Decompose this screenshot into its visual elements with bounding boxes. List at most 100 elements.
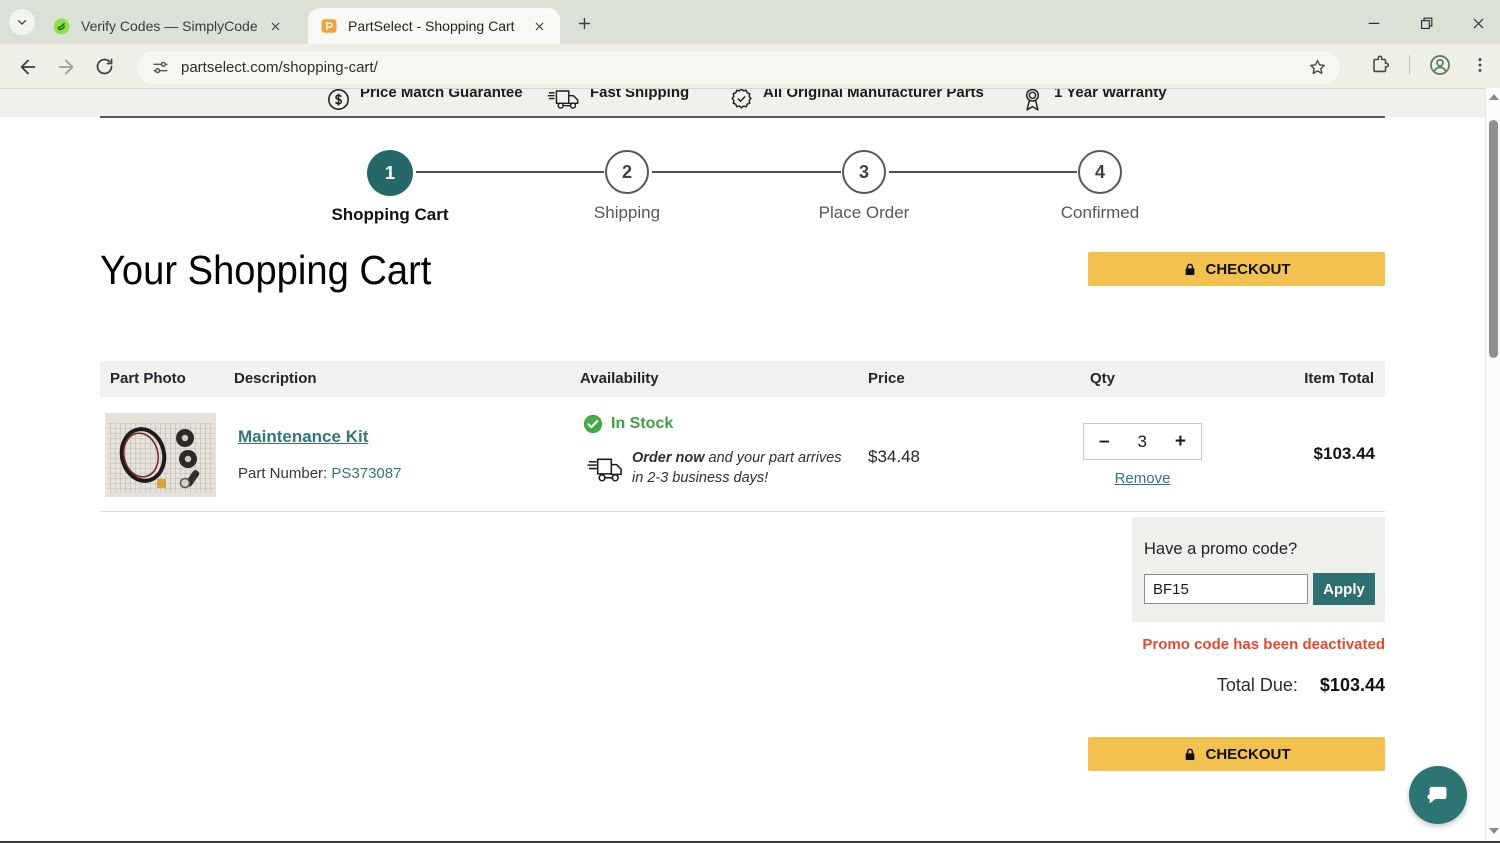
stepper-connector <box>652 171 841 173</box>
shipping-note-bold: Order now <box>632 450 705 466</box>
forward-button[interactable] <box>55 56 77 78</box>
total-due-value: $103.44 <box>1319 675 1385 695</box>
window-bottom-edge <box>0 841 1500 843</box>
part-number-link[interactable]: PS373087 <box>331 465 402 482</box>
simplycodes-favicon-icon <box>52 17 71 36</box>
chat-widget-button[interactable] <box>1409 766 1467 824</box>
col-item-total: Item Total <box>1304 370 1374 387</box>
restore-window-button[interactable] <box>1412 9 1440 37</box>
remove-item-link[interactable]: Remove <box>1114 470 1171 487</box>
step-label: Shopping Cart <box>331 205 449 224</box>
benefit-label: 1 Year Warranty <box>1054 89 1167 101</box>
url-text[interactable]: partselect.com/shopping-cart/ <box>181 59 378 76</box>
col-part-photo: Part Photo <box>110 370 186 387</box>
qty-value[interactable]: 3 <box>1137 431 1147 451</box>
step-shipping: 2 Shipping <box>542 150 712 223</box>
award-ribbon-icon <box>1020 89 1045 112</box>
window-controls <box>1360 8 1492 38</box>
col-qty: Qty <box>1090 370 1116 387</box>
chat-bubble-icon <box>1425 782 1451 808</box>
benefits-divider <box>100 116 1385 118</box>
stepper-connector <box>889 171 1077 173</box>
benefit-label: All Original Manufacturer Parts <box>763 89 984 101</box>
shipping-note: Order now and your part arrives in 2-3 b… <box>632 448 847 488</box>
new-tab-button[interactable] <box>572 11 596 35</box>
tab-close-icon[interactable] <box>530 17 548 35</box>
benefit-label: Fast Shipping <box>590 89 690 101</box>
step-place-order: 3 Place Order <box>779 150 949 223</box>
shipping-note-rest: and your part arrives <box>704 450 842 466</box>
step-number: 2 <box>605 150 649 194</box>
tab-close-icon[interactable] <box>267 17 284 35</box>
col-price: Price <box>868 370 905 387</box>
step-label: Place Order <box>818 203 910 222</box>
benefit-oem-parts: All Original Manufacturer Parts <box>729 89 984 112</box>
benefit-warranty: 1 Year Warranty <box>1020 89 1167 112</box>
tab-simplycodes[interactable]: Verify Codes — SimplyCodes <box>40 8 296 44</box>
truck-icon <box>547 89 581 112</box>
qty-increase-button[interactable]: + <box>1174 431 1186 452</box>
qty-decrease-button[interactable]: – <box>1099 431 1110 452</box>
step-shopping-cart: 1 Shopping Cart <box>305 150 475 225</box>
scrollbar-thumb[interactable] <box>1489 120 1498 358</box>
scroll-up-arrow-icon[interactable] <box>1489 94 1499 100</box>
minimize-button[interactable] <box>1360 9 1388 37</box>
shipping-truck-icon <box>586 455 623 486</box>
quantity-stepper: – 3 + <box>1083 423 1202 460</box>
tab-search-chevron-button[interactable] <box>9 9 35 35</box>
check-circle-icon <box>583 414 603 434</box>
step-label: Confirmed <box>1060 203 1140 222</box>
tab-title: Verify Codes — SimplyCodes <box>81 18 257 34</box>
toolbar-separator <box>1409 55 1410 75</box>
tab-partselect[interactable]: PartSelect - Shopping Cart <box>308 8 560 44</box>
close-window-button[interactable] <box>1464 9 1492 37</box>
back-button[interactable] <box>17 56 39 78</box>
product-name-link[interactable]: Maintenance Kit <box>238 427 369 446</box>
reload-button[interactable] <box>94 56 116 78</box>
address-bar[interactable]: partselect.com/shopping-cart/ <box>137 51 1340 84</box>
row-divider <box>100 511 1385 512</box>
promo-apply-button[interactable]: Apply <box>1313 573 1375 605</box>
lock-icon <box>1183 747 1197 762</box>
part-number-line: Part Number: PS373087 <box>238 465 401 482</box>
col-description: Description <box>234 370 317 387</box>
stepper-connector <box>416 171 604 173</box>
extensions-icon[interactable] <box>1369 54 1391 76</box>
shipping-note-line2: in 2-3 business days! <box>632 470 769 486</box>
total-due-label: Total Due: <box>1216 675 1298 695</box>
benefit-fast-shipping: Fast Shipping <box>547 89 689 112</box>
stock-status: In Stock <box>583 414 673 434</box>
tab-strip: Verify Codes — SimplyCodes PartSelect - … <box>0 0 1500 44</box>
promo-code-input[interactable] <box>1144 574 1308 604</box>
checkout-label: CHECKOUT <box>1205 745 1291 763</box>
step-confirmed: 4 Confirmed <box>1015 150 1185 223</box>
bookmark-star-icon[interactable] <box>1307 57 1328 78</box>
unit-price: $34.48 <box>868 447 920 466</box>
cart-table-header: Part Photo Description Availability Pric… <box>100 361 1385 397</box>
page-title: Your Shopping Cart <box>100 247 432 293</box>
total-due-row: Total Due: $103.44 <box>985 675 1385 696</box>
product-photo[interactable] <box>105 413 216 497</box>
site-info-icon[interactable] <box>151 58 170 77</box>
lock-icon <box>1183 262 1197 277</box>
step-number: 1 <box>367 150 413 196</box>
toolbar-right-icons <box>1369 53 1490 77</box>
scrollbar[interactable] <box>1485 88 1500 840</box>
step-number: 3 <box>842 150 886 194</box>
browser-menu-icon[interactable] <box>1470 55 1490 75</box>
partselect-favicon-icon <box>320 17 338 35</box>
benefit-price-match: Price Match Guarantee <box>326 89 523 112</box>
dollar-circle-icon <box>326 89 351 112</box>
checkout-button-top[interactable]: CHECKOUT <box>1088 252 1385 286</box>
benefit-label: Price Match Guarantee <box>360 89 523 101</box>
benefits-bar: Price Match Guarantee Fast Shipping All … <box>0 89 1500 117</box>
col-availability: Availability <box>580 370 659 387</box>
scroll-down-arrow-icon[interactable] <box>1489 828 1499 834</box>
profile-avatar-icon[interactable] <box>1428 53 1452 77</box>
tab-title: PartSelect - Shopping Cart <box>348 18 515 34</box>
promo-question: Have a promo code? <box>1144 540 1298 558</box>
checkout-button-bottom[interactable]: CHECKOUT <box>1088 737 1385 771</box>
badge-check-icon <box>729 89 754 112</box>
step-number: 4 <box>1078 150 1122 194</box>
